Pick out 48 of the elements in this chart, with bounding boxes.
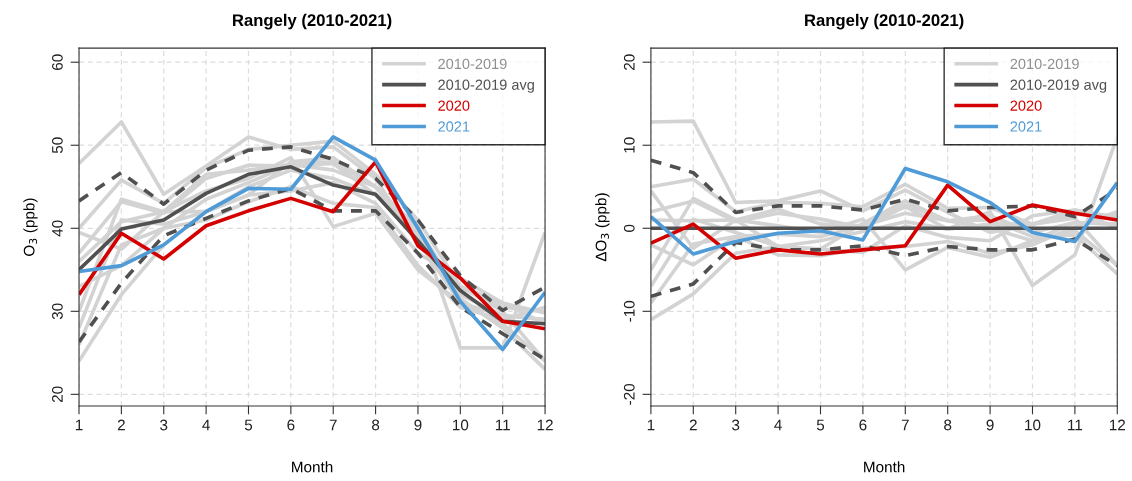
x-tick-label: 6: [287, 419, 295, 431]
x-tick-label: 11: [1068, 419, 1083, 431]
legend-label: 2021: [438, 121, 470, 132]
y-tick-label: 60: [51, 54, 63, 70]
legend-label: 2021: [1010, 121, 1042, 132]
x-tick-label: 10: [452, 419, 469, 431]
chart-title: Rangely (2010-2021): [233, 13, 392, 30]
legend-label: 2010-2019: [438, 58, 507, 70]
legend-label: 2010-2019 avg: [438, 79, 534, 93]
x-tick-label: 9: [414, 419, 422, 431]
legend-label: 2020: [438, 100, 470, 111]
legend-label: 2010-2019 avg: [1010, 79, 1107, 93]
x-axis-title: Month: [864, 461, 905, 473]
y-tick-label: 0: [623, 224, 635, 232]
x-tick-label: 8: [372, 419, 380, 431]
x-tick-label: 3: [160, 419, 168, 431]
chart-title: Rangely (2010-2021): [805, 13, 964, 30]
y-axis-title: ΔO$_{3}$ (ppb): [595, 193, 610, 262]
y-tick-label: 30: [51, 303, 63, 320]
x-tick-label: 3: [732, 419, 740, 431]
x-tick-label: 7: [329, 419, 337, 431]
x-tick-label: 1: [75, 419, 83, 431]
x-tick-label: 10: [1025, 419, 1041, 431]
y-tick-label: 20: [623, 54, 635, 70]
legend-label: 2010-2019: [1010, 58, 1079, 70]
y-tick-label: 10: [623, 137, 635, 153]
x-tick-label: 12: [537, 419, 553, 431]
legend-label: 2020: [1010, 100, 1042, 111]
x-tick-label: 7: [901, 419, 909, 431]
x-tick-label: 12: [1109, 419, 1126, 431]
x-axis-title: Month: [292, 461, 333, 473]
x-tick-label: 8: [944, 419, 952, 431]
y-tick-label: -10: [623, 300, 635, 322]
y-tick-label: -20: [623, 383, 635, 405]
x-tick-label: 9: [986, 419, 994, 431]
x-tick-label: 4: [774, 419, 782, 431]
x-tick-label: 2: [117, 419, 125, 431]
x-tick-label: 5: [244, 419, 253, 431]
x-tick-label: 4: [202, 419, 210, 431]
x-tick-label: 6: [859, 419, 867, 431]
x-tick-label: 2: [689, 419, 697, 431]
x-tick-label: 5: [816, 419, 825, 431]
x-tick-label: 11: [495, 419, 510, 431]
y-tick-label: 20: [51, 386, 63, 403]
y-axis-title: O$_{3}$ (ppb): [23, 198, 38, 256]
y-tick-label: 40: [51, 220, 63, 237]
x-tick-label: 1: [647, 419, 655, 431]
y-tick-label: 50: [51, 137, 63, 154]
